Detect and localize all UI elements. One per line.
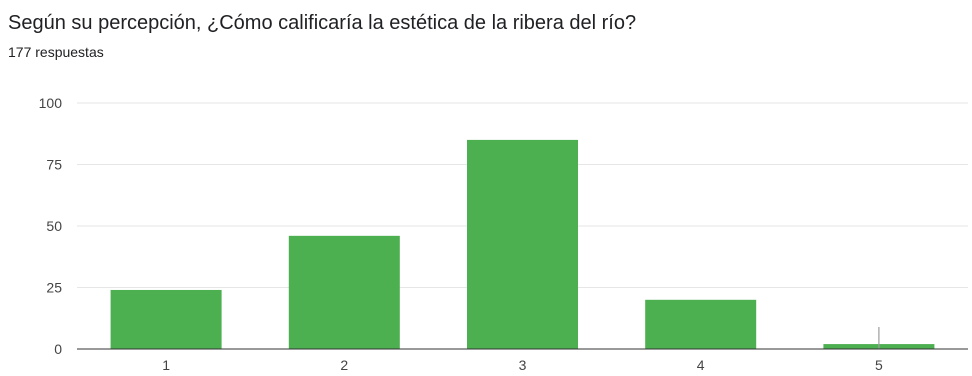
y-axis-tick-labels: 0 25 50 75 100 (39, 95, 63, 357)
x-tick-label-3: 3 (519, 357, 527, 373)
y-tick-label-75: 75 (46, 157, 62, 173)
bar-4 (645, 299, 757, 349)
y-tick-label-50: 50 (46, 218, 62, 234)
bar-3 (467, 139, 578, 349)
response-count: 177 respuestas (8, 44, 104, 60)
x-tick-label-4: 4 (697, 357, 705, 373)
y-tick-label-100: 100 (39, 95, 63, 111)
bar-1 (110, 289, 222, 349)
bars (110, 139, 935, 349)
question-title: Según su percepción, ¿Cómo calificaría l… (8, 12, 637, 34)
y-tick-label-25: 25 (46, 280, 62, 296)
x-tick-label-5: 5 (875, 357, 883, 373)
bar-2 (288, 235, 400, 349)
y-tick-label-0: 0 (54, 341, 62, 357)
x-tick-label-1: 1 (162, 357, 170, 373)
x-tick-label-2: 2 (340, 357, 348, 373)
x-axis-tick-labels: 1 2 3 4 5 (162, 357, 883, 373)
